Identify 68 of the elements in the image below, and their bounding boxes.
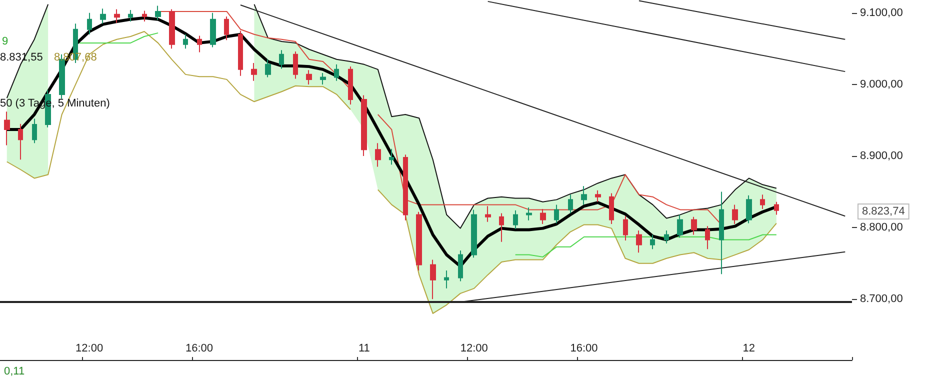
x-tick-label: 16:00 — [185, 342, 214, 354]
candlestick — [155, 5, 161, 21]
candlestick — [499, 212, 504, 242]
x-tick-label: 16:00 — [570, 342, 598, 354]
candlestick — [540, 208, 546, 225]
candlestick — [389, 148, 394, 166]
candlestick — [623, 216, 628, 241]
candlestick — [705, 226, 710, 250]
candlestick — [636, 230, 642, 254]
candlestick — [568, 194, 573, 214]
candlestick — [348, 66, 353, 105]
candlestick — [444, 270, 449, 289]
candlestick — [416, 211, 422, 272]
candlestick — [197, 35, 202, 53]
y-tick-label: 9.100,00 — [860, 6, 903, 19]
text: 8.823,74 — [862, 206, 905, 218]
candlestick — [609, 192, 614, 225]
candlestick — [334, 64, 339, 82]
candlestick — [100, 8, 106, 24]
y-tick-label: 9.000,00 — [860, 78, 903, 90]
candlestick — [265, 58, 271, 78]
candlestick — [430, 259, 436, 300]
candlestick — [664, 230, 669, 244]
candlestick — [458, 250, 463, 282]
candlestick — [774, 201, 779, 216]
candlestick — [87, 12, 92, 35]
candlestick — [732, 204, 738, 225]
y-tick-label: 8.700,00 — [860, 293, 903, 306]
candlestick — [677, 214, 683, 238]
candlestick — [142, 10, 147, 22]
y-tick-label: 8.800,00 — [860, 222, 903, 234]
candlestick — [32, 118, 37, 144]
text: 0,11 — [4, 366, 25, 378]
x-tick-label: 12:00 — [460, 342, 488, 354]
candlestick — [169, 8, 175, 50]
annotation: 9 — [2, 36, 8, 48]
candlestick — [128, 10, 133, 22]
candlestick — [238, 30, 243, 76]
candlestick — [554, 204, 559, 224]
candlestick — [18, 123, 23, 160]
candlestick — [114, 8, 120, 24]
x-tick-label: 11 — [358, 342, 370, 354]
candlestick — [471, 209, 477, 258]
candlestick — [485, 206, 491, 222]
candlestick — [375, 142, 381, 168]
candlestick — [251, 62, 257, 82]
candlestick — [581, 186, 587, 206]
candlestick — [746, 194, 752, 224]
x-tick-label: 12 — [742, 342, 756, 354]
candlestick — [526, 207, 532, 221]
candlestick — [183, 34, 188, 50]
candlestick — [650, 234, 655, 250]
y-tick-label: 8.900,00 — [860, 150, 903, 162]
candlestick — [719, 191, 724, 275]
candlestick — [513, 210, 518, 230]
candlestick — [320, 72, 326, 85]
candlestick — [691, 216, 697, 236]
candlestick — [293, 51, 298, 80]
candlestick — [224, 16, 229, 41]
candlestick — [210, 12, 216, 48]
candlestick — [279, 50, 284, 70]
candlestick — [595, 190, 601, 202]
candlestick — [306, 70, 312, 85]
candlestick — [361, 94, 367, 157]
candlestick — [403, 154, 408, 221]
candlestick — [4, 111, 10, 146]
x-tick-label: 12:00 — [76, 342, 104, 354]
candlestick — [760, 194, 765, 210]
